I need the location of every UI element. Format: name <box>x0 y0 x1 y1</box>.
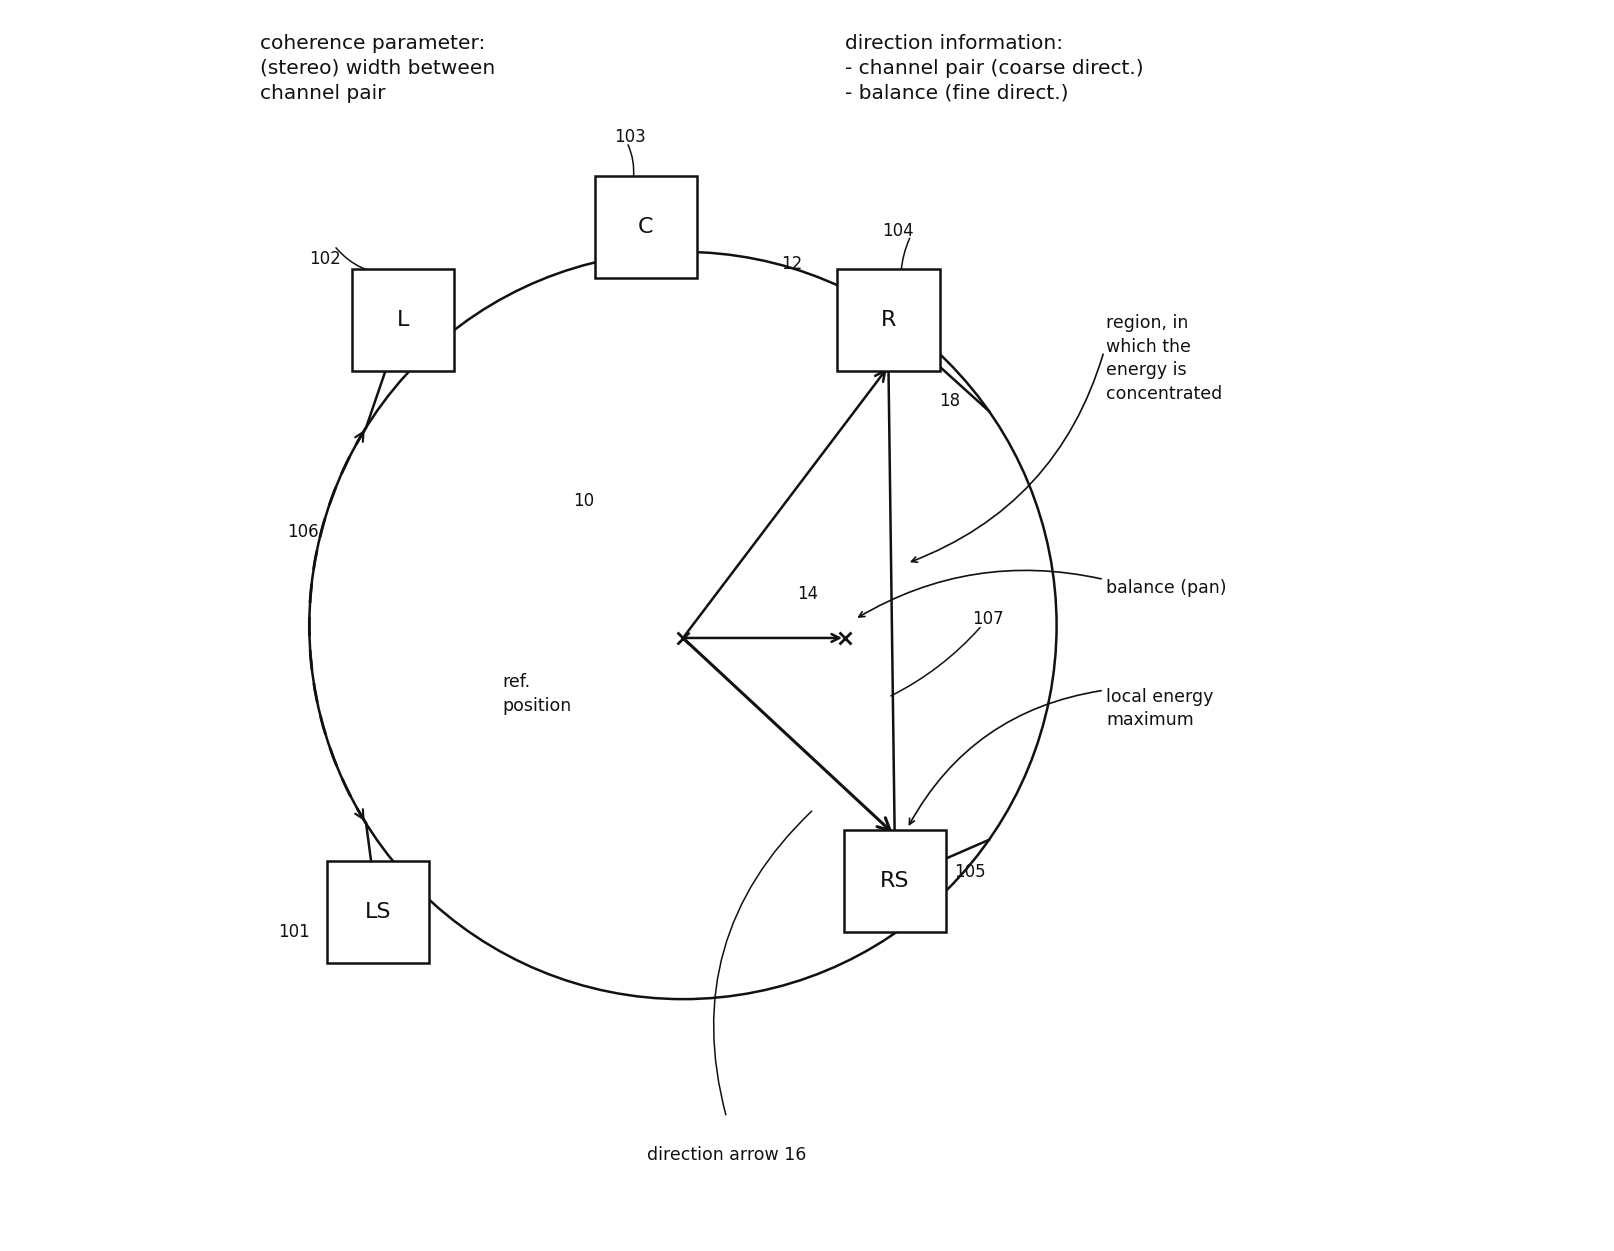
Text: LS: LS <box>365 902 391 922</box>
Text: direction information:
- channel pair (coarse direct.)
- balance (fine direct.): direction information: - channel pair (c… <box>844 34 1143 103</box>
Text: 18: 18 <box>938 393 959 410</box>
Text: 104: 104 <box>881 221 914 240</box>
Text: local energy
maximum: local energy maximum <box>1106 688 1214 729</box>
Text: 12: 12 <box>780 255 802 273</box>
Text: 105: 105 <box>954 863 986 881</box>
FancyBboxPatch shape <box>843 829 946 932</box>
FancyBboxPatch shape <box>352 269 454 372</box>
Text: balance (pan): balance (pan) <box>1106 579 1227 597</box>
Text: RS: RS <box>880 871 909 891</box>
FancyBboxPatch shape <box>838 269 939 372</box>
Text: 107: 107 <box>972 610 1004 628</box>
FancyBboxPatch shape <box>326 861 429 963</box>
Text: 101: 101 <box>278 923 310 941</box>
Text: R: R <box>880 310 896 330</box>
Text: region, in
which the
energy is
concentrated: region, in which the energy is concentra… <box>1106 314 1222 403</box>
Text: 14: 14 <box>796 585 818 603</box>
Text: ref.
position: ref. position <box>502 673 571 714</box>
Text: 102: 102 <box>310 250 341 268</box>
Text: 106: 106 <box>287 523 318 542</box>
Text: 103: 103 <box>613 129 646 146</box>
Text: 10: 10 <box>573 492 594 510</box>
Text: coherence parameter:
(stereo) width between
channel pair: coherence parameter: (stereo) width betw… <box>260 34 494 103</box>
Text: direction arrow 16: direction arrow 16 <box>647 1146 805 1163</box>
Text: C: C <box>638 216 654 236</box>
FancyBboxPatch shape <box>594 176 696 278</box>
Text: L: L <box>397 310 408 330</box>
